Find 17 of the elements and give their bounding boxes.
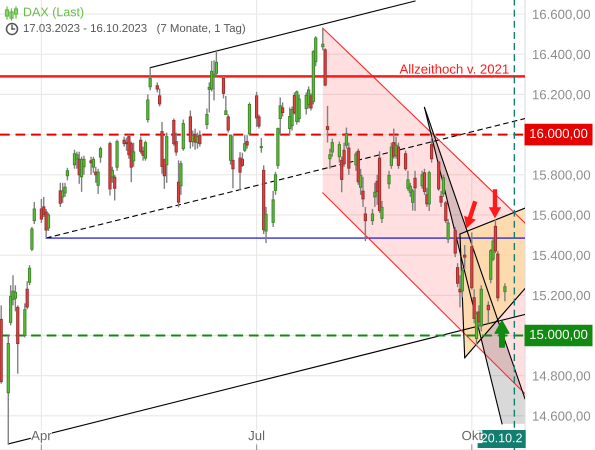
y-tick-label: 15.800,00 [532, 170, 590, 182]
x-tick-label: Okt [462, 430, 482, 440]
ref-line-label: 16.000,00 [530, 128, 588, 140]
y-tick-label: 14.600,00 [532, 411, 590, 422]
y-tick-label: 15.400,00 [532, 250, 590, 262]
text: 17.03.2023 - 16.10.2023 (7 Monate, 1 Tag) [24, 24, 245, 34]
y-tick-label: 15.200,00 [532, 290, 590, 302]
text: DAX (Last) [24, 7, 84, 19]
x-tick-label: Apr [31, 431, 52, 443]
y-tick-label: 16.200,00 [532, 90, 590, 101]
ref-line-label: Allzeithoch v. 2021 [400, 64, 509, 74]
y-tick-label: 16.600,00 [532, 10, 590, 21]
y-tick-label: 14.800,00 [532, 371, 590, 382]
y-tick-label: 16.400,00 [532, 50, 590, 61]
x-tick-label: Jul [248, 430, 264, 440]
ref-line-label: 15.000,00 [530, 330, 588, 341]
y-tick-label: 15.600,00 [532, 210, 590, 222]
